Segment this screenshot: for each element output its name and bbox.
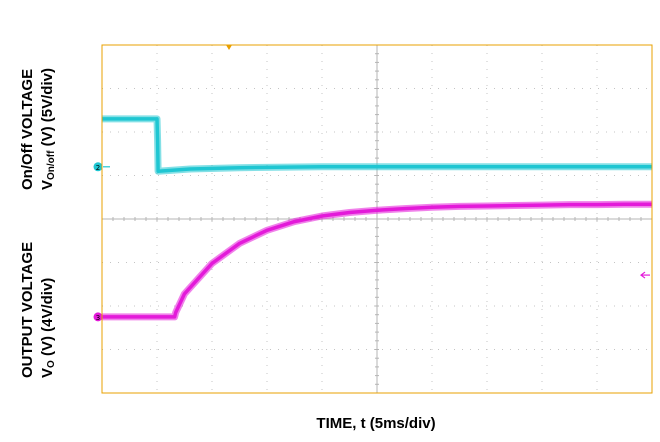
channel-marker-label-1: 2	[96, 164, 100, 172]
plot-markers: 23	[93, 45, 650, 322]
plot-traces	[102, 115, 652, 321]
trace-2	[102, 202, 652, 319]
trigger-position-icon	[226, 45, 232, 50]
trigger-level-arrow-icon	[640, 271, 646, 279]
x-axis-label: TIME, t (5ms/div)	[316, 415, 436, 432]
plot-grid	[102, 45, 652, 393]
channel-marker-1	[93, 162, 103, 172]
channel-marker-2	[93, 312, 103, 322]
trace-1	[102, 117, 652, 173]
plot-frame	[101, 44, 653, 394]
channel-marker-label-2: 3	[96, 314, 100, 322]
